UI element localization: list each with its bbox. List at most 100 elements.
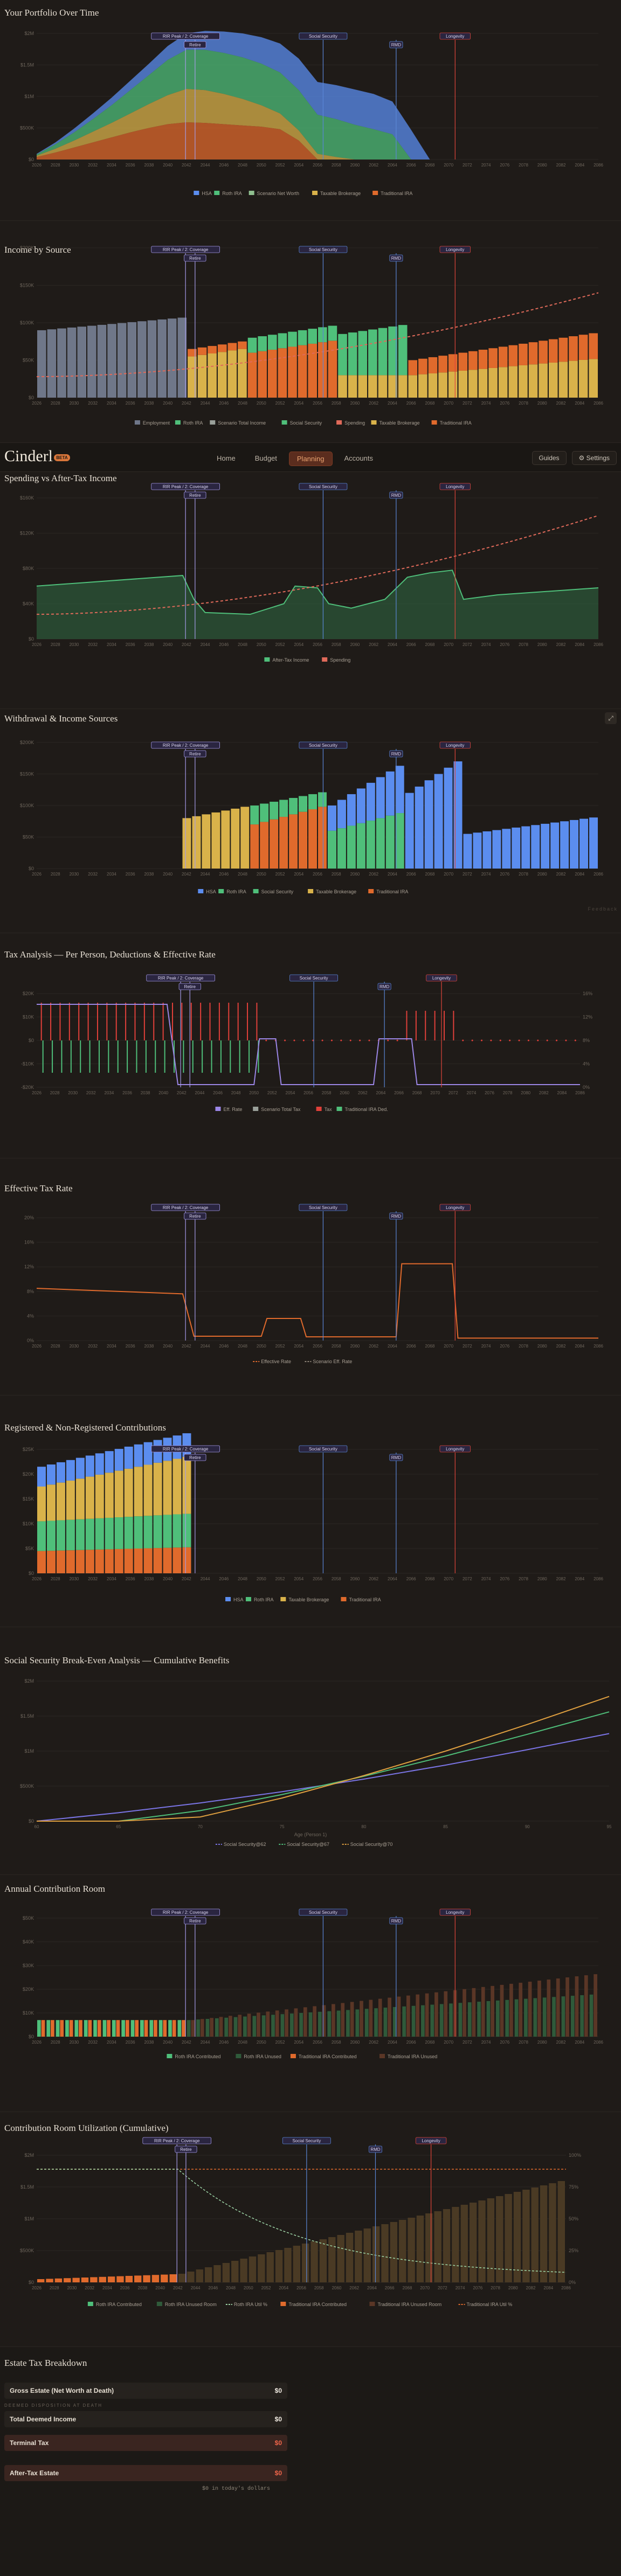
income-bar bbox=[208, 353, 217, 398]
roth-room-bar bbox=[589, 1994, 594, 2037]
roth-room-bar bbox=[196, 2019, 200, 2037]
tab-budget[interactable]: Budget bbox=[254, 454, 277, 462]
y-tick-label: $500K bbox=[20, 1783, 34, 1789]
settings-button[interactable]: ⚙ Settings bbox=[571, 451, 617, 465]
x-tick-label: 2052 bbox=[275, 1344, 285, 1349]
x-tick-label: 2028 bbox=[51, 1344, 60, 1349]
x-tick-label: 2060 bbox=[332, 2286, 342, 2290]
withdrawal-bar bbox=[492, 830, 501, 869]
section-title: Contribution Room Utilization (Cumulativ… bbox=[4, 2123, 169, 2133]
y-tick-label: $20K bbox=[23, 991, 34, 996]
roth-room-bar bbox=[149, 2020, 154, 2037]
x-tick-label: 2084 bbox=[575, 1344, 584, 1349]
legend-label: HSA bbox=[206, 889, 216, 894]
milestone-label: Longevity bbox=[446, 34, 464, 39]
roth-room-bar bbox=[140, 2020, 144, 2037]
tab-planning[interactable]: Planning bbox=[288, 452, 333, 466]
y2-tick-label: 50% bbox=[569, 2216, 578, 2221]
x-tick-label: 2030 bbox=[70, 1344, 79, 1349]
milestone-label: RIR Peak / 2: Coverage bbox=[154, 2138, 200, 2143]
withdrawal-bar bbox=[347, 825, 356, 869]
utilization-bar bbox=[319, 2239, 327, 2282]
withdrawal-bar bbox=[318, 792, 327, 807]
expand-icon[interactable]: ⤢ bbox=[605, 712, 617, 724]
x-tick-label: 2050 bbox=[257, 2040, 266, 2045]
contribution-bar bbox=[105, 1451, 114, 1473]
x-tick-label: 2072 bbox=[438, 2286, 447, 2290]
utilization-bar bbox=[399, 2220, 406, 2282]
roth-room-bar bbox=[65, 2020, 69, 2037]
x-tick-label: 2042 bbox=[173, 2286, 183, 2290]
x-tick-label: 2028 bbox=[51, 2040, 60, 2045]
y-tick-label: $0 bbox=[29, 157, 34, 162]
withdrawal-bar bbox=[579, 818, 589, 869]
x-tick-label: 2026 bbox=[32, 2040, 42, 2045]
legend-swatch bbox=[368, 889, 374, 893]
x-tick-label: 2084 bbox=[575, 2040, 584, 2045]
legend-swatch bbox=[341, 1597, 347, 1601]
withdrawal-bar bbox=[182, 818, 191, 869]
income-bar bbox=[288, 346, 297, 398]
income-bar bbox=[217, 352, 227, 398]
x-tick-label: 2042 bbox=[182, 1577, 191, 1581]
x-tick-label: 2046 bbox=[219, 872, 229, 877]
x-tick-label: 2038 bbox=[144, 163, 154, 168]
legend-label: Traditional IRA Unused Room bbox=[377, 2302, 441, 2307]
legend-label: Social Security@62 bbox=[224, 1842, 266, 1847]
milestone-label: RMD bbox=[391, 752, 401, 756]
income-bar bbox=[338, 375, 347, 398]
income-bar bbox=[278, 348, 287, 398]
y-tick-label: $0 bbox=[29, 2034, 34, 2039]
utilization-bar bbox=[107, 2276, 115, 2282]
ss-line bbox=[37, 1696, 610, 1822]
guides-button[interactable]: Guides bbox=[532, 451, 567, 465]
income-bar bbox=[589, 359, 598, 398]
portfolio-section: Your Portfolio Over Time $0 $500K $1M $1.5M… bbox=[0, 0, 621, 221]
y-tick-label: $50K bbox=[23, 1915, 34, 1921]
contribution-bar bbox=[46, 1464, 56, 1485]
tab-home[interactable]: Home bbox=[217, 454, 236, 462]
utilization-bar bbox=[381, 2224, 389, 2282]
roth-room-bar bbox=[402, 2006, 406, 2037]
legend-label: Traditional IRA bbox=[349, 1597, 381, 1602]
contribution-bar bbox=[134, 1516, 143, 1549]
x-tick-label: 2086 bbox=[594, 642, 603, 647]
utilization-bar bbox=[134, 2275, 142, 2282]
x-tick-label: 2030 bbox=[70, 2040, 79, 2045]
utilization-bar bbox=[46, 2279, 53, 2282]
x-tick-label: 2060 bbox=[340, 1091, 349, 1095]
utilization-bar bbox=[178, 2274, 186, 2282]
contribution-bar bbox=[172, 1547, 182, 1573]
withdrawal-bar bbox=[279, 800, 288, 817]
withdrawal-bar bbox=[541, 823, 550, 869]
income-bar bbox=[488, 367, 498, 398]
feedback-label[interactable]: Feedback bbox=[588, 906, 618, 912]
after-tax-estate-row: After-Tax Estate $0 bbox=[4, 2465, 287, 2481]
x-tick-label: 2034 bbox=[107, 401, 116, 406]
nav-actions: Guides ⚙ Settings bbox=[532, 451, 617, 465]
x-tick-label: 2080 bbox=[537, 872, 547, 877]
milestone-tag bbox=[439, 1908, 471, 1916]
milestone-tag bbox=[439, 483, 471, 490]
income-bar bbox=[97, 324, 107, 398]
y-tick-label: $2M bbox=[24, 31, 34, 36]
tax-dot bbox=[302, 1039, 305, 1041]
y2-tick-label: 8% bbox=[583, 1038, 590, 1043]
roth-room-bar bbox=[346, 2010, 350, 2037]
app-logo[interactable]: Cinderl bbox=[4, 447, 53, 465]
y-tick-label: 16% bbox=[24, 1240, 34, 1245]
legend-swatch bbox=[253, 889, 259, 893]
tab-accounts[interactable]: Accounts bbox=[344, 454, 373, 462]
x-tick-label: 2064 bbox=[388, 2040, 397, 2045]
x-tick-label: 2062 bbox=[369, 401, 378, 406]
milestone-label: Retire bbox=[180, 2147, 192, 2152]
x-tick-label: 2078 bbox=[519, 642, 528, 647]
x-tick-label: 2074 bbox=[481, 1344, 491, 1349]
roth-room-bar bbox=[336, 2010, 341, 2037]
x-tick-label: 2066 bbox=[406, 401, 416, 406]
income-bar bbox=[558, 337, 568, 362]
section-title: Effective Tax Rate bbox=[4, 1183, 73, 1193]
x-tick-label: 2040 bbox=[163, 1344, 172, 1349]
x-tick-label: 2048 bbox=[238, 401, 247, 406]
tax-section: Tax Analysis — Per Person, Deductions & … bbox=[0, 933, 621, 1158]
